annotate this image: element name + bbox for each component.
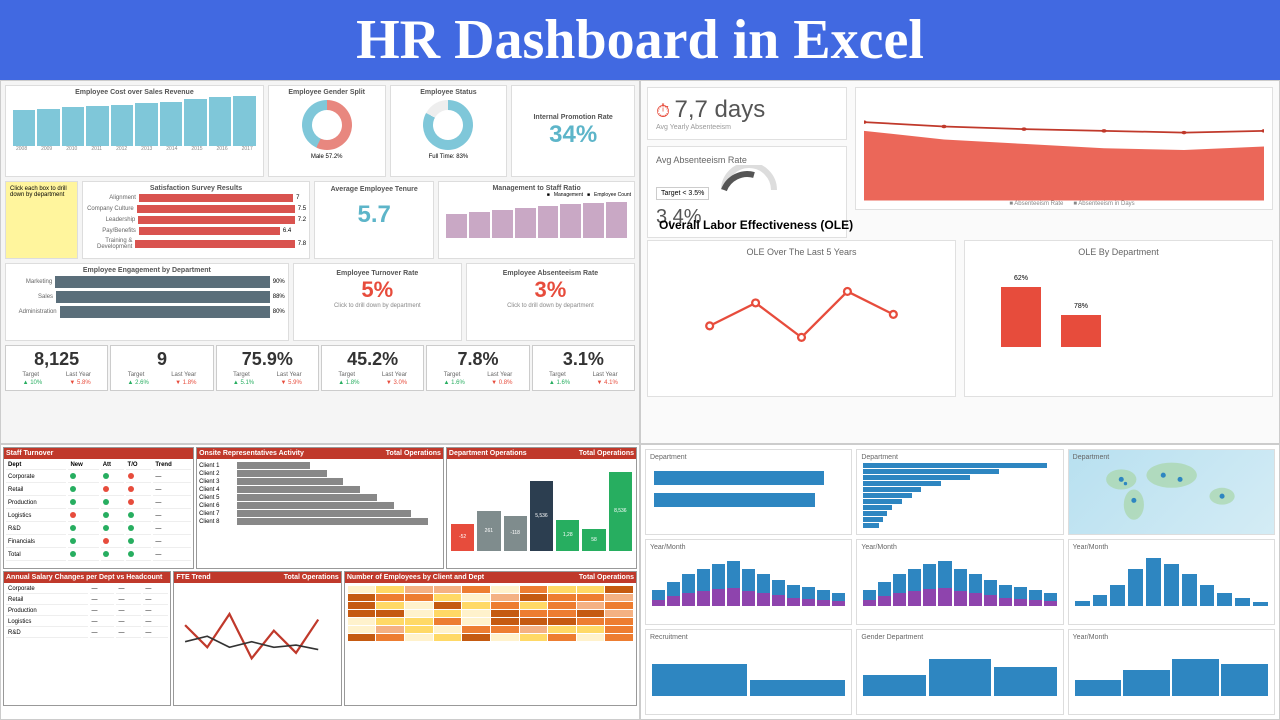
satis-title: Satisfaction Survey Results xyxy=(86,185,306,192)
reps-chart: Onsite Representatives Activity Total Op… xyxy=(196,447,444,569)
absent-title: Employee Absenteeism Rate xyxy=(473,270,628,277)
turn-value: 5% xyxy=(300,277,455,303)
d-tile-7: Gender Department xyxy=(856,629,1063,715)
status-title: Employee Status xyxy=(420,89,476,96)
absent-value: 3% xyxy=(473,277,628,303)
fte-chart: FTE Trend Total Operations xyxy=(173,571,341,706)
cost-title: Employee Cost over Sales Revenue xyxy=(9,89,260,96)
heatmap: Number of Employees by Client and Dept T… xyxy=(344,571,637,706)
cost-chart: Employee Cost over Sales Revenue 2008200… xyxy=(5,85,264,177)
turnover-card[interactable]: Employee Turnover Rate 5% Click to drill… xyxy=(293,263,462,341)
gender-label: Male 57.2% xyxy=(311,154,343,160)
d-tile-6: Recruitment xyxy=(645,629,852,715)
ole-5y-chart: OLE Over The Last 5 Years xyxy=(647,240,956,398)
ole-section-title: Overall Labor Effectiveness (OLE) xyxy=(647,218,1273,232)
kpi-card[interactable]: 8,125TargetLast Year▲ 10%▼ 5.8% xyxy=(5,345,108,391)
days-card: ⏱ 7,7 days Avg Yearly Absenteeism xyxy=(647,87,847,140)
clickbox: Click each box to drill down by departme… xyxy=(5,181,78,259)
status-label: Full Time: 83% xyxy=(429,154,469,160)
d-tile-2: Department xyxy=(1068,449,1275,535)
ole-dept-chart: OLE By Department 62% 78% xyxy=(964,240,1273,398)
d-tile-0: Department xyxy=(645,449,852,535)
satisfaction-chart: Satisfaction Survey Results Alignment7Co… xyxy=(82,181,310,259)
turn-title: Employee Turnover Rate xyxy=(300,270,455,277)
promo-value: 34% xyxy=(549,121,597,149)
mgmt-chart: Management to Staff Ratio ■Management ■E… xyxy=(438,181,635,259)
gender-title: Employee Gender Split xyxy=(288,89,365,96)
d-tile-4: Year/Month xyxy=(856,539,1063,625)
days-value: 7,7 days xyxy=(675,96,766,123)
gauge-icon xyxy=(714,165,784,195)
days-label: Avg Yearly Absenteeism xyxy=(656,124,838,131)
ole5y-title: OLE Over The Last 5 Years xyxy=(654,247,949,257)
promo-title: Internal Promotion Rate xyxy=(533,114,612,121)
d-tile-8: Year/Month xyxy=(1068,629,1275,715)
tenure-title: Average Employee Tenure xyxy=(319,186,429,193)
staff-turnover-table: Staff Turnover DeptNewAttT/OTrendCorpora… xyxy=(3,447,194,569)
dashboard-a: Employee Cost over Sales Revenue 2008200… xyxy=(0,80,640,444)
title-banner: HR Dashboard in Excel xyxy=(0,0,1280,80)
kpi-card[interactable]: 75.9%TargetLast Year▲ 5.1%▼ 5.9% xyxy=(216,345,319,391)
mgmt-title: Management to Staff Ratio xyxy=(442,185,631,192)
d-tile-5: Year/Month xyxy=(1068,539,1275,625)
area-chart: ■ Absenteeism Rate ■ Absenteeism in Days xyxy=(855,87,1273,210)
absent-card[interactable]: Employee Absenteeism Rate 3% Click to dr… xyxy=(466,263,635,341)
calendar-icon: ⏱ xyxy=(656,101,670,121)
banner-title: HR Dashboard in Excel xyxy=(356,9,924,71)
absent-sub: Click to drill down by department xyxy=(473,303,628,309)
tenure-card[interactable]: Average Employee Tenure 5.7 xyxy=(314,181,434,259)
promo-card[interactable]: Internal Promotion Rate 34% xyxy=(511,85,635,177)
kpi-card[interactable]: 9TargetLast Year▲ 2.6%▼ 1.8% xyxy=(110,345,213,391)
engagement-chart: Employee Engagement by Department Market… xyxy=(5,263,289,341)
staff-title: Staff Turnover xyxy=(4,448,193,459)
dashboard-c: Staff Turnover DeptNewAttT/OTrendCorpora… xyxy=(0,444,640,720)
kpi-card[interactable]: 7.8%TargetLast Year▲ 1.6%▼ 0.8% xyxy=(426,345,529,391)
kpi-card[interactable]: 3.1%TargetLast Year▲ 1.6%▼ 4.1% xyxy=(532,345,635,391)
annual-table: Annual Salary Changes per Dept vs Headco… xyxy=(3,571,171,706)
engage-title: Employee Engagement by Department xyxy=(9,267,285,274)
dept-waterfall: Department Operations Total Operations -… xyxy=(446,447,637,569)
rate-target: Target < 3.5% xyxy=(656,187,709,200)
status-chart: Employee Status Full Time: 83% xyxy=(390,85,508,177)
d-tile-3: Year/Month xyxy=(645,539,852,625)
tenure-value: 5.7 xyxy=(319,201,429,229)
rate-title: Avg Absenteeism Rate xyxy=(656,155,838,165)
gender-chart: Employee Gender Split Male 57.2% xyxy=(268,85,386,177)
turn-sub: Click to drill down by department xyxy=(300,303,455,309)
kpi-card[interactable]: 45.2%TargetLast Year▲ 1.8%▼ 3.0% xyxy=(321,345,424,391)
dashboard-b: ⏱ 7,7 days Avg Yearly Absenteeism Avg Ab… xyxy=(640,80,1280,444)
d-tile-1: Department xyxy=(856,449,1063,535)
dashboard-d: Department Department Department Yea xyxy=(640,444,1280,720)
oledept-title: OLE By Department xyxy=(971,247,1266,257)
